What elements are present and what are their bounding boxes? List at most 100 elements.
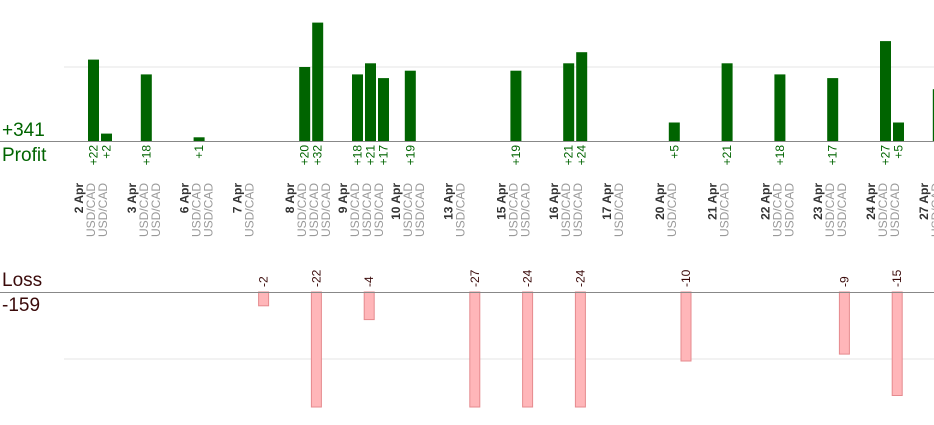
profit-bar: [563, 63, 575, 141]
profit-bar: [827, 78, 839, 141]
loss-bar: [891, 291, 903, 396]
pair-label: USD/CAD: [518, 183, 532, 237]
pair-label: USD/CAD: [190, 183, 204, 237]
profit-bar: [510, 70, 522, 141]
date-label: 7 Apr: [230, 183, 244, 214]
loss-value-label: -4: [362, 276, 376, 287]
profit-total: +341: [2, 120, 45, 141]
pair-label: USD/CAD: [137, 183, 151, 237]
date-label: 22 Apr: [758, 183, 772, 220]
date-label: 13 Apr: [442, 183, 456, 220]
loss-value-label: -2: [257, 276, 271, 287]
profit-bar: [668, 122, 680, 141]
loss-total: -159: [2, 295, 41, 316]
profit-bar: [404, 70, 416, 141]
profit-bar: [721, 63, 733, 141]
profit-bar: [378, 78, 389, 141]
profit-bar: [893, 122, 904, 141]
loss-bar: [838, 291, 850, 355]
date-label: 24 Apr: [864, 183, 878, 220]
profit-bar: [365, 63, 376, 141]
loss-label: Loss: [2, 270, 43, 291]
pair-label: USD/CAD: [665, 183, 679, 237]
pair-label: USD/CAD: [888, 183, 902, 237]
profit-value-label: +21: [364, 145, 378, 166]
profit-value-label: +1: [192, 145, 206, 159]
profit-bar: [352, 74, 363, 141]
date-label: 27 Apr: [917, 183, 931, 220]
pair-label: USD/CAD: [307, 183, 321, 237]
loss-bar: [363, 291, 375, 321]
profit-value-label: +20: [298, 145, 312, 166]
date-label: 9 Apr: [336, 183, 350, 214]
pair-label: USD/CAD: [319, 183, 333, 237]
profit-bar: [88, 59, 99, 141]
pair-label: USD/CAD: [571, 183, 585, 237]
pair-label: USD/CAD: [506, 183, 520, 237]
profit-bar: [312, 22, 324, 142]
profit-value-label: +17: [377, 145, 391, 166]
date-label: 3 Apr: [125, 183, 139, 214]
loss-bar: [258, 291, 270, 307]
pair-label: USD/CAD: [782, 183, 796, 237]
date-label: 23 Apr: [811, 183, 825, 220]
pair-label: USD/CAD: [96, 183, 110, 237]
loss-value-label: -10: [679, 269, 693, 287]
profit-value-label: +19: [509, 145, 523, 166]
pair-label: USD/CAD: [876, 183, 890, 237]
date-label: 15 Apr: [494, 183, 508, 220]
pair-label: USD/CAD: [612, 183, 626, 237]
pair-label: USD/CAD: [348, 183, 362, 237]
date-label: 16 Apr: [547, 183, 561, 220]
pair-label: USD/CAD: [149, 183, 163, 237]
profit-bar: [140, 74, 152, 141]
loss-bar: [680, 291, 692, 362]
loss-value-label: -27: [468, 269, 482, 287]
loss-value-label: -22: [309, 269, 323, 287]
profit-value-label: +19: [403, 145, 417, 166]
loss-value-label: -24: [573, 269, 587, 287]
pair-label: USD/CAD: [295, 183, 309, 237]
profit-bar: [299, 67, 311, 141]
loss-bar: [310, 291, 322, 408]
date-label: 2 Apr: [72, 183, 86, 214]
profit-value-label: +21: [720, 145, 734, 166]
pair-label: USD/CAD: [559, 183, 573, 237]
profit-bar: [774, 74, 786, 141]
profit-value-label: +27: [879, 145, 893, 166]
profit-bar: [193, 137, 205, 141]
date-label: 6 Apr: [178, 183, 192, 214]
pair-label: USD/CAD: [718, 183, 732, 237]
pair-label: USD/CAD: [360, 183, 374, 237]
pair-label: USD/CAD: [770, 183, 784, 237]
loss-value-label: -24: [521, 269, 535, 287]
pair-label: USD/CAD: [372, 183, 386, 237]
pair-label: USD/CAD: [454, 183, 468, 237]
profit-value-label: +21: [562, 145, 576, 166]
profit-value-label: +18: [139, 145, 153, 166]
pair-label: USD/CAD: [823, 183, 837, 237]
pair-label: USD/CAD: [413, 183, 427, 237]
loss-value-label: -15: [890, 269, 904, 287]
pair-label: USD/CAD: [202, 183, 216, 237]
profit-value-label: +18: [773, 145, 787, 166]
pair-label: USD/CAD: [242, 183, 256, 237]
pair-label: USD/CAD: [84, 183, 98, 237]
loss-bar: [522, 291, 534, 408]
pair-label: USD/CAD: [929, 183, 934, 237]
pair-label: USD/CAD: [835, 183, 849, 237]
profit-bar: [880, 41, 891, 141]
date-label: 17 Apr: [600, 183, 614, 220]
profit-value-label: +5: [892, 145, 906, 159]
profit-value-label: +32: [311, 145, 325, 166]
profit-bar: [576, 52, 588, 142]
profit-value-label: +17: [826, 145, 840, 166]
loss-value-label: -9: [837, 276, 851, 287]
date-label: 21 Apr: [706, 183, 720, 220]
profit-value-label: +2: [100, 145, 114, 159]
loss-bar: [574, 291, 586, 408]
profit-value-label: +22: [87, 145, 101, 166]
profit-value-label: +18: [351, 145, 365, 166]
